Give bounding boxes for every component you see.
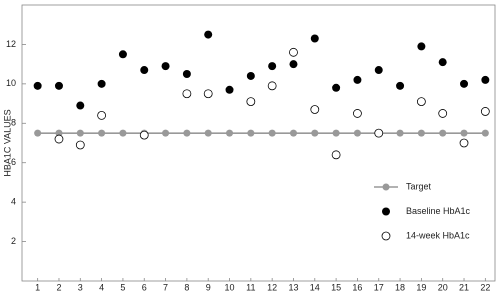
point [331, 150, 341, 160]
point [226, 129, 234, 137]
point [54, 81, 63, 90]
x-tick-label: 10 [225, 282, 235, 292]
point [289, 129, 297, 137]
legend-label: 14-week HbA1c [406, 230, 470, 240]
point [289, 60, 298, 69]
point [183, 129, 191, 137]
point [332, 83, 341, 92]
x-tick-label: 12 [267, 282, 277, 292]
point [119, 129, 127, 137]
legend-label: Target [406, 181, 432, 191]
point [416, 97, 426, 106]
y-tick-label: 6 [11, 157, 16, 167]
point [76, 101, 85, 110]
x-tick-label: 14 [310, 282, 320, 292]
legend-marker [381, 231, 391, 241]
x-tick-label: 20 [438, 282, 448, 292]
point [139, 130, 149, 140]
point [246, 71, 255, 80]
x-tick-label: 2 [56, 282, 61, 292]
x-tick-label: 15 [331, 282, 341, 292]
y-tick-label: 12 [6, 39, 16, 49]
point [247, 129, 255, 137]
point [33, 81, 42, 90]
point [204, 30, 213, 39]
point [268, 129, 276, 137]
point [353, 129, 361, 137]
point [162, 129, 170, 137]
point [268, 62, 277, 71]
point [460, 79, 469, 88]
point [97, 111, 107, 120]
x-tick-label: 13 [288, 282, 298, 292]
x-tick-label: 7 [163, 282, 168, 292]
x-tick-label: 17 [374, 282, 384, 292]
point [374, 128, 384, 138]
point [182, 89, 192, 99]
point [289, 47, 298, 57]
x-tick-label: 8 [184, 282, 189, 292]
point [140, 66, 149, 75]
point [75, 140, 85, 150]
x-tick-label: 22 [480, 282, 490, 292]
point [182, 70, 191, 78]
point [438, 58, 447, 67]
point [459, 138, 469, 148]
point [417, 129, 425, 137]
point [438, 109, 448, 118]
legend-label: Baseline HbA1c [406, 206, 471, 216]
point [97, 79, 106, 88]
point [310, 34, 319, 43]
point [310, 105, 320, 114]
point [480, 107, 490, 116]
y-tick-label: 2 [11, 236, 16, 246]
point [118, 50, 127, 59]
legend-marker [382, 183, 390, 191]
x-tick-label: 21 [459, 282, 469, 292]
point [311, 129, 319, 137]
legend-marker [382, 207, 390, 216]
point [439, 129, 447, 137]
point [417, 42, 426, 51]
point [76, 129, 84, 137]
point [55, 129, 63, 137]
point [396, 129, 404, 137]
point [246, 97, 256, 106]
x-tick-label: 11 [246, 282, 255, 292]
x-tick-label: 9 [206, 282, 211, 292]
y-tick-label: 4 [11, 197, 16, 207]
y-tick-label: 10 [6, 78, 16, 88]
point [267, 81, 277, 91]
x-tick-label: 18 [395, 282, 405, 292]
point [34, 129, 42, 137]
x-tick-label: 4 [99, 282, 104, 292]
point [460, 129, 468, 137]
x-tick-label: 5 [120, 282, 125, 292]
point [204, 129, 212, 137]
point [332, 129, 340, 137]
x-tick-label: 6 [142, 282, 147, 292]
x-tick-label: 1 [35, 282, 40, 292]
point [54, 134, 64, 144]
point [481, 129, 489, 137]
point [353, 109, 362, 118]
y-tick-label: 8 [11, 118, 16, 128]
plot-frame [21, 4, 496, 282]
point [98, 129, 106, 137]
point [203, 89, 213, 99]
point [481, 75, 490, 84]
y-axis-label: HBA1C VALUES [2, 109, 12, 176]
point [161, 62, 170, 71]
point [396, 81, 405, 90]
x-tick-label: 3 [78, 282, 83, 292]
x-tick-label: 19 [416, 282, 426, 292]
point [374, 66, 383, 75]
point [353, 75, 362, 84]
x-tick-label: 16 [352, 282, 362, 292]
point [225, 85, 234, 94]
